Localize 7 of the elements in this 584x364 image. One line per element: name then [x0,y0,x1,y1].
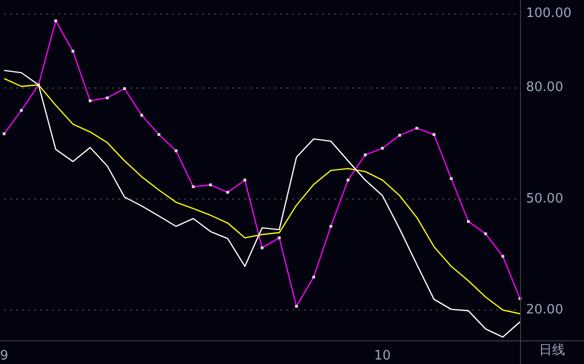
y-tick-label: 20.00 [526,302,564,318]
y-tick-label: 50.00 [526,191,564,206]
x-tick-label: 10 [374,348,391,364]
text: 日线 [539,342,565,358]
y-tick-label: 100.00 [526,6,572,22]
y-tick-label: 80.00 [526,80,564,96]
x-tick-label: 9 [0,348,8,364]
